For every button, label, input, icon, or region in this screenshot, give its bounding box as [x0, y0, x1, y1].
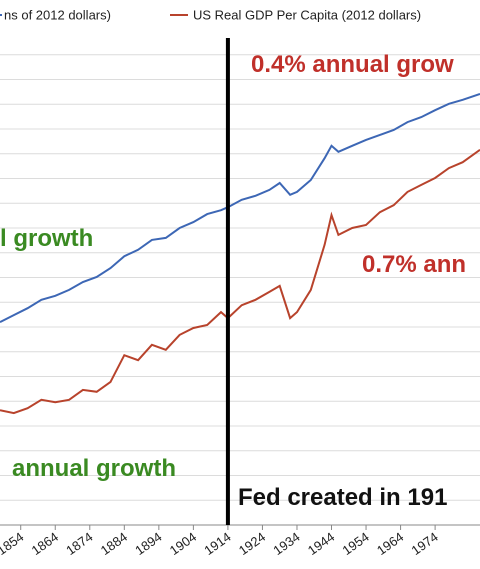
x-tick-label: 1914 [201, 529, 233, 558]
x-tick-label: 1884 [98, 529, 130, 558]
x-tick-label: 1954 [339, 529, 371, 558]
x-tick-label: 1864 [29, 529, 61, 558]
x-tick-label: 1964 [374, 529, 406, 558]
legend-label: ns of 2012 dollars) [4, 7, 111, 22]
x-tick-label: 1944 [305, 529, 337, 558]
annotation: 0.4% annual grow [251, 51, 454, 78]
x-tick-label: 1874 [63, 529, 95, 558]
x-tick-label: 1854 [0, 529, 26, 558]
x-tick-label: 1904 [167, 529, 199, 558]
x-tick-label: 1974 [409, 529, 441, 558]
x-tick-label: 1934 [270, 529, 302, 558]
x-tick-label: 1894 [132, 529, 164, 558]
annotation: l growth [0, 225, 93, 252]
legend-label: US Real GDP Per Capita (2012 dollars) [193, 7, 421, 22]
annotation: annual growth [12, 455, 176, 482]
annotation: Fed created in 191 [238, 484, 447, 511]
data-line [0, 92, 480, 323]
x-tick-label: 1924 [236, 529, 268, 558]
data-line [0, 148, 480, 415]
annotation: 0.7% ann [362, 251, 466, 278]
